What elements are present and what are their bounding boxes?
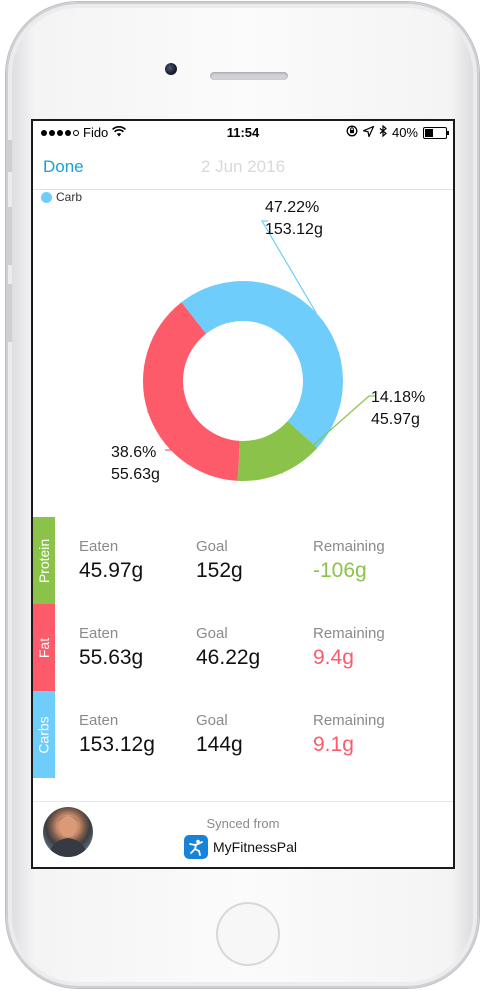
- battery-icon: [423, 126, 449, 139]
- myfitnesspal-label: MyFitnessPal: [213, 839, 298, 855]
- goal-value: 46.22g: [196, 646, 261, 669]
- remaining-value: -106g: [313, 559, 367, 582]
- navigation-bar: Done 2 Jun 2016: [33, 143, 453, 190]
- eaten-column: Eaten 153.12g: [79, 712, 155, 757]
- eaten-column: Eaten 45.97g: [79, 538, 143, 583]
- goal-label: Goal: [196, 712, 228, 729]
- signal-strength-icon: [41, 129, 79, 136]
- goal-column: Goal 46.22g: [196, 625, 260, 670]
- carbs-tag: Carbs: [33, 691, 55, 778]
- remaining-label: Remaining: [313, 538, 385, 555]
- donut-slice-carbs[interactable]: [181, 281, 343, 448]
- myfitnesspal-logo-icon: [184, 835, 208, 859]
- macro-row-protein: Protein Eaten 45.97g Goal 152g Remaining…: [33, 517, 453, 604]
- legend-color-dot: [41, 191, 52, 203]
- legend-label: Carb: [56, 190, 83, 204]
- leader-line-fat: [147, 410, 175, 451]
- leader-line-protein: [280, 395, 375, 474]
- eaten-column: Eaten 55.63g: [79, 625, 143, 670]
- rotation-lock-icon: [346, 125, 358, 140]
- mute-switch: [6, 140, 12, 172]
- home-button[interactable]: [216, 902, 280, 966]
- remaining-label: Remaining: [313, 712, 385, 729]
- volume-up-button: [6, 207, 12, 265]
- fat-tag: Fat: [33, 604, 55, 691]
- eaten-label: Eaten: [79, 538, 119, 555]
- front-camera: [165, 63, 177, 75]
- carrier-name: Fido: [83, 125, 109, 140]
- slice-percent-label-carbs: 47.22%: [265, 199, 319, 216]
- remaining-column: Remaining -106g: [313, 538, 385, 583]
- avatar[interactable]: [43, 807, 93, 857]
- goal-value: 144g: [196, 733, 243, 756]
- macro-donut-chart[interactable]: 47.22% 153.12g 14.18% 45.97g 38.6% 55.63g: [33, 181, 453, 517]
- slice-grams-label-protein: 45.97g: [371, 411, 420, 428]
- eaten-value: 153.12g: [79, 733, 155, 756]
- bluetooth-icon: [379, 124, 387, 140]
- wifi-icon: [112, 125, 127, 140]
- donut-slice-protein[interactable]: [237, 421, 318, 482]
- eaten-value: 55.63g: [79, 646, 144, 669]
- macro-row-carbs: Carbs Eaten 153.12g Goal 144g Remaining …: [33, 691, 453, 778]
- goal-value: 152g: [196, 559, 243, 582]
- remaining-column: Remaining 9.1g: [313, 712, 385, 757]
- macro-table: Protein Eaten 45.97g Goal 152g Remaining…: [33, 517, 453, 778]
- volume-down-button: [6, 284, 12, 342]
- done-button[interactable]: Done: [43, 157, 84, 176]
- footer: Synced from MyFitnessPal: [33, 801, 453, 867]
- earpiece-speaker: [210, 72, 288, 80]
- remaining-value: 9.4g: [313, 646, 354, 669]
- location-arrow-icon: [361, 125, 375, 140]
- clock: 11:54: [226, 125, 260, 140]
- donut-slice-fat[interactable]: [142, 302, 240, 481]
- carrier-info: Fido: [41, 125, 127, 140]
- protein-tag-label: Protein: [36, 538, 53, 583]
- battery-percent: 40%: [391, 125, 418, 140]
- carbs-tag-label: Carbs: [36, 715, 53, 754]
- goal-label: Goal: [196, 625, 228, 642]
- synced-label: Synced from: [206, 816, 280, 831]
- slice-grams-label-carbs: 153.12g: [265, 221, 323, 238]
- slice-grams-label-fat: 55.63g: [111, 466, 160, 483]
- status-icons: 40%: [346, 124, 449, 140]
- slice-percent-label-fat: 38.6%: [111, 444, 156, 461]
- goal-label: Goal: [196, 538, 228, 555]
- remaining-value: 9.1g: [313, 733, 354, 756]
- remaining-column: Remaining 9.4g: [313, 625, 385, 670]
- leader-line-carbs: [260, 220, 317, 314]
- eaten-label: Eaten: [79, 712, 119, 729]
- goal-column: Goal 152g: [196, 538, 243, 583]
- fat-tag-label: Fat: [35, 637, 52, 658]
- app-screen: Fido 11:54: [33, 121, 453, 867]
- myfitnesspal-link[interactable]: MyFitnessPal: [184, 835, 297, 859]
- remaining-label: Remaining: [313, 625, 385, 642]
- goal-column: Goal 144g: [196, 712, 243, 757]
- slice-percent-label-protein: 14.18%: [371, 389, 425, 406]
- eaten-label: Eaten: [79, 625, 119, 642]
- protein-tag: Protein: [33, 517, 55, 604]
- page-title-date: 2 Jun 2016: [200, 157, 286, 176]
- macro-row-fat: Fat Eaten 55.63g Goal 46.22g Remaining 9…: [33, 604, 453, 691]
- eaten-value: 45.97g: [79, 559, 144, 582]
- chart-legend[interactable]: Carb: [41, 190, 82, 204]
- status-bar: Fido 11:54: [33, 121, 453, 143]
